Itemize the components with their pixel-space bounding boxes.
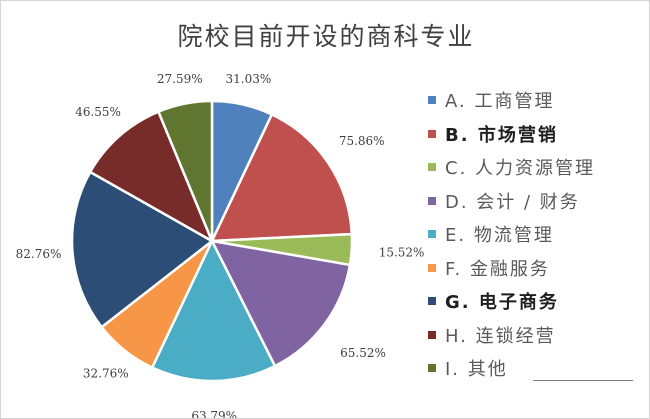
- legend-item-3: C. 人力资源管理: [423, 152, 649, 186]
- data-label-1: 31.03%: [226, 72, 272, 86]
- fill-in-blank-line: [533, 380, 633, 381]
- pie-slice-9: [157, 99, 214, 243]
- pie-slice-2: [210, 113, 354, 243]
- legend-label: D. 会计 / 财务: [445, 191, 580, 213]
- legend-swatch: [428, 96, 436, 104]
- pie-slice-7: [70, 170, 214, 329]
- legend-swatch: [428, 364, 436, 372]
- data-label-4: 65.52%: [340, 346, 386, 360]
- legend-swatch: [428, 330, 436, 339]
- data-label-3: 15.52%: [379, 246, 425, 260]
- legend-swatch: [428, 297, 436, 305]
- legend-label: B. 市场营销: [445, 124, 558, 146]
- data-label-2: 75.86%: [339, 134, 385, 148]
- data-label-5: 63.79%: [191, 409, 237, 419]
- pie-slice-4: [210, 239, 352, 368]
- legend-swatch: [428, 230, 436, 238]
- chart-title: 院校目前开设的商科专业: [177, 22, 475, 51]
- legend-item-6: F. 金融服务: [423, 253, 649, 287]
- legend-label: E. 物流管理: [445, 225, 554, 246]
- legend-swatch: [428, 263, 436, 272]
- data-label-9: 27.59%: [157, 72, 203, 86]
- legend-item-1: A. 工商管理: [423, 85, 649, 119]
- legend-item-7: G. 电子商务: [423, 286, 649, 320]
- legend-swatch: [428, 196, 436, 205]
- legend-label: C. 人力资源管理: [445, 158, 596, 179]
- legend-label: I. 其他: [445, 359, 508, 380]
- legend-swatch: [428, 163, 436, 171]
- data-label-8: 46.55%: [75, 105, 121, 119]
- legend-item-9: I. 其他: [423, 353, 649, 387]
- legend-item-4: D. 会计 / 财务: [423, 186, 649, 220]
- legend: A. 工商管理 B. 市场营销 C. 人力资源管理 D. 会计 / 财务 E. 物流管理…: [423, 85, 649, 387]
- legend-label: A. 工商管理: [445, 91, 555, 112]
- legend-item-8: H. 连锁经营: [423, 320, 649, 354]
- legend-label: H. 连锁经营: [445, 325, 556, 347]
- legend-label: F. 金融服务: [445, 258, 550, 280]
- legend-item-2: B. 市场营销: [423, 119, 649, 153]
- pie-slice-8: [88, 110, 214, 243]
- legend-label: G. 电子商务: [445, 292, 559, 313]
- data-label-6: 32.76%: [83, 367, 129, 381]
- pie-slice-5: [150, 239, 277, 383]
- legend-item-5: E. 物流管理: [423, 219, 649, 253]
- data-label-7: 82.76%: [16, 247, 62, 261]
- legend-swatch: [428, 129, 436, 138]
